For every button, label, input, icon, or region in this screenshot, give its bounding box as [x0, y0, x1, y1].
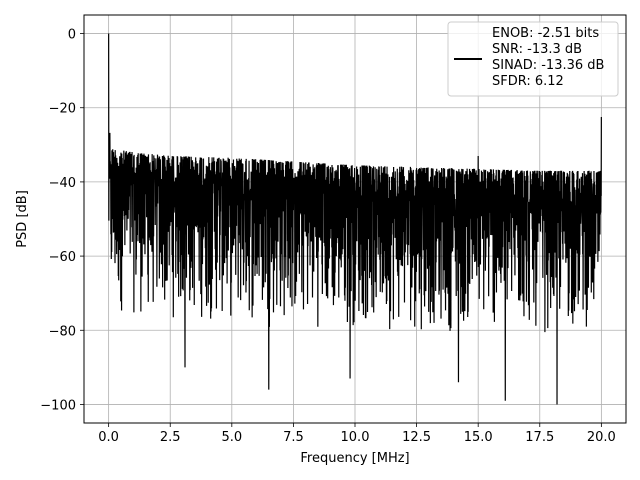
x-tick-label: 20.0	[587, 430, 616, 445]
x-tick-label: 0.0	[98, 430, 119, 445]
y-tick-label: −40	[49, 176, 76, 191]
x-axis-label: Frequency [MHz]	[300, 451, 409, 466]
x-tick-label: 15.0	[464, 430, 493, 445]
legend: ENOB: -2.51 bits SNR: -13.3 dB SINAD: -1…	[447, 21, 619, 97]
psd-trace	[108, 33, 602, 405]
x-tick-label: 2.5	[160, 430, 181, 445]
y-tick-label: −20	[49, 102, 76, 117]
legend-entry-sfdr: SFDR: 6.12	[492, 74, 564, 89]
legend-entry-enob: ENOB: -2.51 bits	[492, 26, 599, 41]
data-series	[108, 33, 602, 405]
legend-box	[447, 21, 619, 97]
x-tick-label: 10.0	[341, 430, 370, 445]
ticks: 0.0 2.5 5.0 7.5 10.0 12.5 15.0 17.5 20.0 0 −20 −40 −…	[40, 28, 616, 445]
legend-entry-snr: SNR: -13.3 dB	[492, 42, 582, 57]
y-tick-label: −80	[49, 324, 76, 339]
y-tick-label: −60	[49, 250, 76, 265]
legend-entry-sinad: SINAD: -13.36 dB	[492, 58, 604, 73]
y-tick-label: 0	[68, 28, 76, 43]
x-tick-label: 17.5	[525, 430, 554, 445]
x-tick-label: 5.0	[221, 430, 242, 445]
x-tick-label: 12.5	[402, 430, 431, 445]
y-tick-label: −100	[40, 398, 76, 413]
y-axis-label: PSD [dB]	[15, 190, 30, 248]
x-tick-label: 7.5	[283, 430, 304, 445]
